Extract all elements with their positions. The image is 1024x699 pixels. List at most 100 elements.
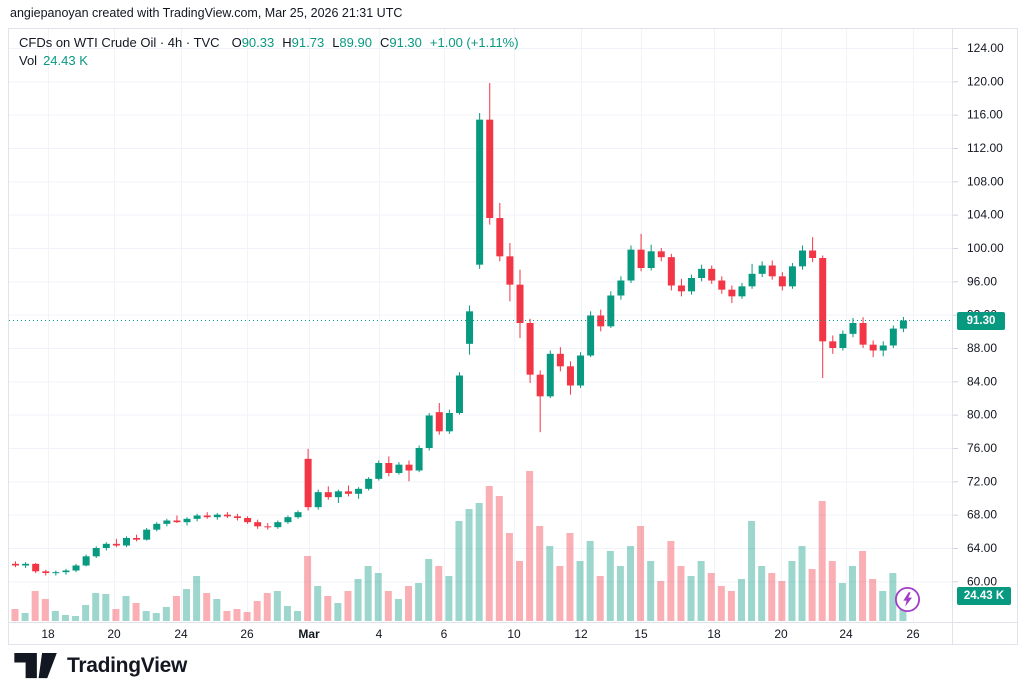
volume-bar (697, 561, 705, 621)
candle-down (667, 257, 675, 286)
volume-bar (183, 589, 191, 621)
volume-bar (596, 576, 604, 621)
candle-up (627, 249, 635, 281)
candle-up (617, 280, 625, 296)
candle-up (72, 565, 80, 571)
time-tick-label: 26 (240, 627, 254, 641)
volume-bar (374, 573, 382, 621)
attribution-text: angiepanoyan created with TradingView.co… (10, 6, 403, 20)
candle-down (657, 251, 665, 258)
price-tick-label: 124.00 (967, 41, 1004, 55)
candle-down (344, 491, 352, 494)
volume-bar (223, 611, 231, 621)
volume-bar (637, 526, 645, 621)
candle-up (92, 547, 100, 557)
volume-bar (848, 566, 856, 621)
volume-bar (122, 596, 130, 621)
volume-bar (193, 576, 201, 621)
candle-up (455, 375, 463, 413)
volume-bar (283, 606, 291, 621)
candle-down (486, 119, 494, 218)
candle-down (264, 526, 272, 528)
candle-up (22, 563, 30, 566)
candle-down (526, 322, 534, 375)
volume-label[interactable]: Vol (19, 53, 38, 68)
boost-button[interactable] (894, 586, 921, 613)
volume-bar (768, 573, 776, 621)
volume-bar (657, 581, 665, 621)
candle-up (899, 320, 907, 329)
volume-bar (112, 609, 120, 621)
candle-down (536, 374, 544, 397)
volume-bar (536, 526, 544, 621)
candle-up (82, 556, 90, 566)
candle-up (365, 478, 373, 489)
candle-up (748, 273, 756, 287)
volume-bar (838, 583, 846, 621)
legend-row-volume: Vol 24.43 K (19, 52, 519, 70)
volume-bar (748, 521, 756, 621)
price-tick-label: 120.00 (967, 74, 1004, 88)
candle-down (173, 520, 181, 523)
volume-bar (879, 591, 887, 621)
candle-up (314, 492, 322, 508)
volume-bar (152, 613, 160, 621)
candle-down (677, 285, 685, 292)
volume-bar (717, 586, 725, 621)
volume-bar (11, 609, 19, 621)
volume-bar (72, 616, 80, 621)
time-tick-label: 24 (174, 627, 188, 641)
candle-down (556, 353, 564, 367)
time-tick-label: 10 (507, 627, 521, 641)
candle-up (889, 328, 897, 346)
candle-up (193, 515, 201, 519)
candle-down (324, 492, 332, 498)
volume-bar (425, 559, 433, 621)
tradingview-mark-icon (14, 653, 57, 679)
volume-bar (92, 593, 100, 621)
time-tick-label: 18 (41, 627, 55, 641)
volume-bar (102, 594, 110, 621)
candle-down (12, 563, 19, 566)
time-tick-label: 15 (634, 627, 648, 641)
candle-down (869, 344, 877, 351)
candle-down (516, 284, 524, 323)
volume-bar (394, 599, 402, 621)
symbol-title[interactable]: CFDs on WTI Crude Oil · 4h · TVC (19, 35, 220, 50)
volume-bar (465, 509, 473, 621)
volume-bar (626, 546, 634, 621)
volume-bar (727, 591, 735, 621)
volume-bar (31, 591, 39, 621)
volume-bar (243, 612, 251, 621)
volume-bar (253, 601, 261, 621)
candle-down (819, 257, 827, 342)
volume-bar (889, 573, 897, 621)
volume-bar (495, 496, 503, 621)
candle-down (254, 522, 262, 527)
volume-bar (172, 596, 180, 621)
candle-down (203, 515, 211, 518)
candle-up (445, 412, 453, 432)
candle-down (435, 412, 443, 432)
candle-up (587, 315, 595, 356)
volume-bar (505, 533, 513, 621)
candle-down (566, 366, 574, 386)
volume-bar (859, 551, 867, 621)
volume-bar (616, 566, 624, 621)
chart-legend: CFDs on WTI Crude Oil · 4h · TVC O90.33 H9… (19, 34, 519, 70)
tradingview-logo[interactable]: TradingView (14, 653, 187, 679)
candle-up (274, 522, 282, 528)
volume-bar (41, 599, 49, 621)
candle-up (334, 491, 342, 498)
chart-widget: 124.00 120.00 116.00 112.00 108.00 104.00 100.… (8, 28, 1018, 645)
candle-up (122, 537, 130, 546)
candle-up (62, 570, 70, 573)
candle-up (375, 462, 383, 479)
volume-bar (818, 501, 826, 621)
volume-bar (566, 533, 574, 621)
price-chart-canvas[interactable]: 124.00 120.00 116.00 112.00 108.00 104.00 100.… (9, 29, 1017, 644)
volume-bar (304, 556, 312, 621)
candle-up (738, 286, 746, 297)
volume-bar (233, 609, 241, 621)
candle-down (112, 543, 120, 546)
